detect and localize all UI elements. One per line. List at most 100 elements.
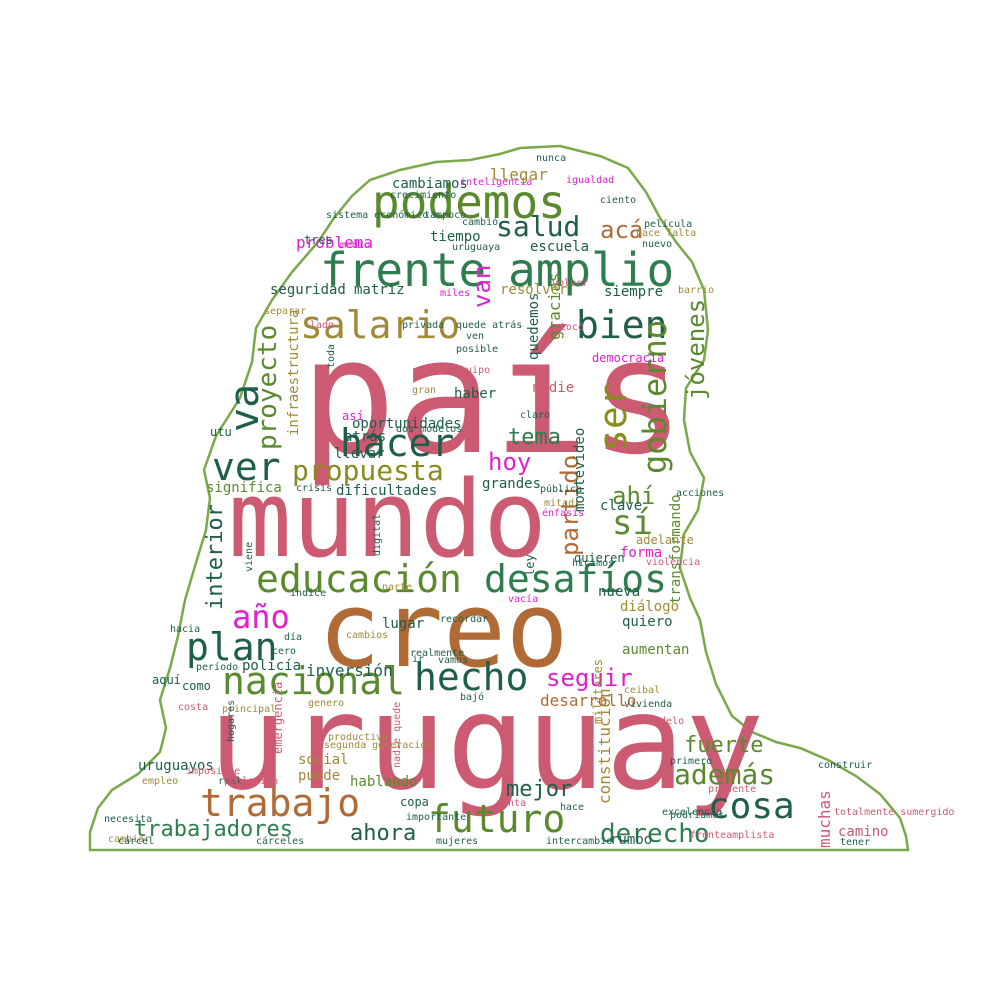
- cloud-word: población: [224, 775, 278, 787]
- cloud-word: podríamos: [670, 809, 724, 821]
- cloud-word: llevar: [334, 446, 385, 462]
- cloud-word: utu: [210, 425, 232, 439]
- cloud-word: nuevo: [642, 239, 672, 250]
- cloud-word: recordar: [440, 614, 488, 625]
- cloud-word: ahí: [612, 482, 655, 510]
- cloud-word: punta: [496, 798, 526, 809]
- cloud-word: período: [196, 661, 238, 673]
- cloud-word: aquí: [152, 673, 181, 687]
- cloud-word: ser: [591, 383, 635, 452]
- cloud-word: llegar: [490, 165, 548, 184]
- cloud-word: mundo: [228, 458, 547, 581]
- cloud-word: mejor: [506, 777, 572, 802]
- cloud-word: privada: [402, 320, 444, 331]
- cloud-word: toda: [326, 344, 337, 368]
- cloud-word: forma: [620, 545, 662, 561]
- cloud-word: real: [218, 776, 242, 787]
- cloud-word: presente: [708, 784, 756, 795]
- cloud-word: tres: [304, 233, 333, 247]
- cloud-word: separar: [264, 306, 306, 317]
- cloud-word: índice: [290, 587, 326, 599]
- cloud-word: mitad: [544, 498, 574, 509]
- cloud-word: día: [284, 631, 302, 643]
- cloud-word: hogares: [226, 700, 237, 742]
- cloud-word: país: [300, 303, 685, 490]
- cloud-word: siempre: [604, 284, 663, 300]
- cloud-word: diálogo: [620, 599, 679, 615]
- cloud-word: salario: [300, 303, 460, 347]
- cloud-word: desafíos: [484, 557, 667, 601]
- cloud-word: cárcel: [118, 835, 154, 847]
- cloud-word: infraestructura: [286, 310, 302, 436]
- cloud-word: bajó: [460, 691, 484, 703]
- cloud-word: derecho: [600, 819, 710, 849]
- cloud-word: cambiar: [108, 834, 150, 845]
- cloud-word: plan: [186, 625, 278, 669]
- cloud-word: segunda generación: [324, 739, 432, 751]
- cloud-word: militares: [591, 659, 605, 724]
- cloud-word: totalmente sumergido: [834, 807, 954, 818]
- cloud-word: frenteamplista: [690, 830, 774, 841]
- cloud-word: hace falta: [636, 228, 696, 239]
- cloud-word: futuro: [428, 797, 565, 841]
- cloud-word: hacer: [340, 421, 454, 465]
- cloud-word: clave: [600, 498, 642, 514]
- cloud-word: énfasis: [542, 507, 584, 519]
- cloud-word: cero: [272, 646, 296, 657]
- cloud-word: va: [222, 384, 268, 432]
- cloud-word: construir: [818, 760, 872, 771]
- cloud-word: gracias: [545, 273, 564, 340]
- cloud-word: cárceles: [256, 835, 304, 847]
- cloud-word: nueva: [598, 584, 640, 600]
- cloud-word: excelencia: [662, 807, 722, 818]
- cloud-word: dos modelos: [396, 424, 462, 435]
- cloud-word: necesita: [104, 814, 152, 825]
- cloud-word: adelante: [636, 533, 694, 547]
- cloud-word: ir: [412, 654, 424, 665]
- cloud-word: cosa: [708, 786, 795, 827]
- cloud-word: gran: [412, 385, 436, 396]
- cloud-word: interior: [203, 504, 228, 610]
- cloud-word: volver: [552, 278, 588, 289]
- cloud-word: vacía: [508, 593, 538, 605]
- cloud-word: ciento: [600, 195, 636, 206]
- cloud-word: salud: [496, 210, 580, 243]
- cloud-word: costa: [178, 702, 208, 713]
- cloud-word: empleo: [142, 776, 178, 787]
- cloud-word: crisis: [296, 483, 332, 494]
- cloud-word: año: [232, 598, 290, 636]
- cloud-word: primero: [670, 756, 712, 767]
- cloud-word: resolver: [500, 282, 567, 298]
- cloud-word: quedemos: [526, 293, 542, 360]
- cloud-word: acá: [600, 216, 643, 244]
- cloud-word: social: [298, 752, 349, 768]
- cloud-word: copa: [400, 795, 429, 809]
- cloud-word: lugar: [382, 616, 424, 632]
- cloud-word: vamos: [438, 655, 468, 666]
- cloud-word: propuesta: [292, 454, 444, 487]
- silhouette-outline: [88, 144, 910, 852]
- cloud-word: desarrollo: [540, 691, 636, 710]
- cloud-word: bien: [576, 303, 668, 347]
- cloud-word: como: [182, 679, 211, 693]
- cloud-word: ver: [212, 445, 281, 489]
- cloud-word: oportunidades: [352, 416, 462, 432]
- cloud-word: amplio: [508, 243, 674, 297]
- cloud-word: hicimos: [572, 558, 614, 569]
- cloud-word: hacia: [170, 624, 200, 635]
- cloud-word: uruguayos: [138, 758, 214, 774]
- cloud-word: puede: [298, 768, 340, 784]
- cloud-word: hace: [560, 802, 584, 813]
- cloud-word: equipo: [454, 365, 490, 376]
- cloud-word: emergencia: [271, 682, 285, 754]
- cloud-word: transformando: [668, 494, 684, 604]
- cloud-word: sí: [612, 503, 653, 543]
- cloud-word: uruguaya: [452, 242, 500, 253]
- cloud-word: significa: [206, 480, 282, 496]
- cloud-word: educación: [256, 557, 462, 601]
- cloud-word: hecho: [414, 655, 528, 699]
- cloud-word: atrás: [344, 429, 386, 445]
- cloud-word: escuela: [530, 239, 589, 255]
- cloud-word: problema: [296, 233, 373, 252]
- cloud-word: fuerte: [684, 733, 763, 758]
